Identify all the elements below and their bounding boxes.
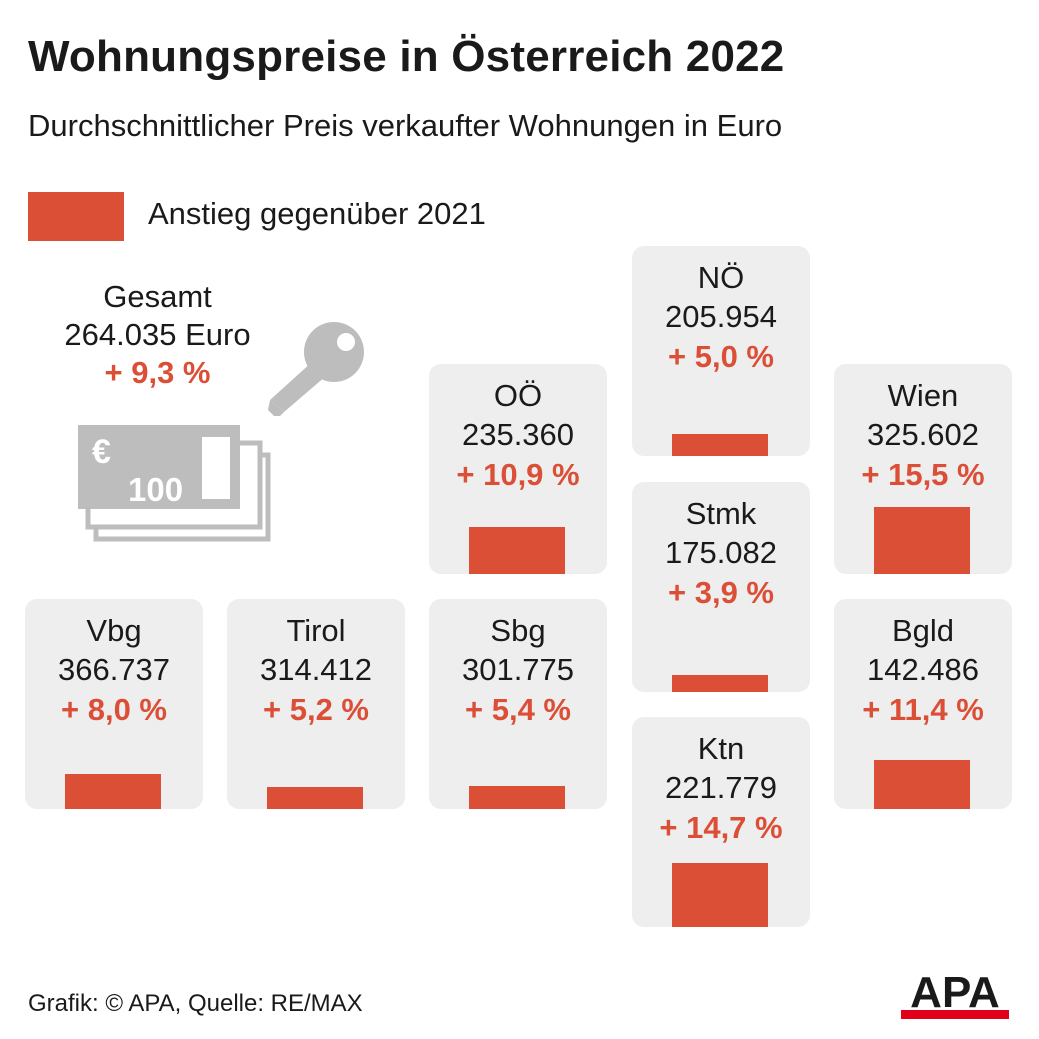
region-change-label: + 11,4 % bbox=[862, 692, 984, 727]
region-price: 314.412 bbox=[259, 652, 373, 687]
total-name: Gesamt bbox=[103, 279, 212, 314]
region-name: Ktn bbox=[697, 731, 745, 766]
region-name: OÖ bbox=[493, 378, 543, 413]
region-name: Vbg bbox=[86, 613, 142, 648]
legend-label: Anstieg gegenüber 2021 bbox=[148, 196, 486, 231]
region-tile-stmk: Stmk 175.082 + 3,9 % bbox=[632, 482, 810, 692]
region-price: 325.602 bbox=[866, 417, 980, 452]
region-tile-vbg: Vbg 366.737 + 8,0 % bbox=[25, 599, 203, 809]
total-value: 264.035 Euro bbox=[64, 317, 251, 352]
region-name: Wien bbox=[887, 378, 959, 413]
chart-title: Wohnungspreise in Österreich 2022 bbox=[28, 32, 785, 81]
region-change-label: + 5,4 % bbox=[465, 692, 571, 727]
region-name: Tirol bbox=[286, 613, 346, 648]
region-tile-bgld: Bgld 142.486 + 11,4 % bbox=[834, 599, 1012, 809]
region-change-bar bbox=[874, 760, 970, 809]
region-name: Sbg bbox=[490, 613, 546, 648]
region-change-label: + 3,9 % bbox=[668, 575, 774, 610]
region-change-bar bbox=[672, 434, 768, 456]
region-price: 235.360 bbox=[461, 417, 575, 452]
apa-logo: APA bbox=[901, 969, 1009, 1019]
total-change: + 9,3 % bbox=[104, 355, 211, 390]
legend-swatch bbox=[28, 192, 124, 241]
region-change-bar bbox=[267, 787, 363, 809]
region-change-label: + 15,5 % bbox=[861, 457, 985, 492]
chart-subtitle: Durchschnittlicher Preis verkaufter Wohn… bbox=[28, 108, 783, 143]
region-change-bar bbox=[874, 507, 970, 574]
banknote-euro-symbol: € bbox=[92, 433, 111, 471]
region-change-bar bbox=[672, 863, 768, 927]
banknote-icon: € 100 bbox=[78, 425, 271, 542]
region-name: NÖ bbox=[697, 260, 745, 295]
region-price: 366.737 bbox=[57, 652, 171, 687]
total-summary: Gesamt 264.035 Euro + 9,3 % bbox=[30, 278, 285, 392]
region-price: 301.775 bbox=[461, 652, 575, 687]
region-price: 142.486 bbox=[866, 652, 980, 687]
region-change-bar bbox=[469, 527, 565, 574]
region-name: Bgld bbox=[891, 613, 955, 648]
region-change-bar bbox=[672, 675, 768, 692]
region-tile-wien: Wien 325.602 + 15,5 % bbox=[834, 364, 1012, 574]
region-price: 175.082 bbox=[664, 535, 778, 570]
region-price: 205.954 bbox=[664, 299, 778, 334]
region-change-label: + 8,0 % bbox=[61, 692, 167, 727]
region-tile-ktn: Ktn 221.779 + 14,7 % bbox=[632, 717, 810, 927]
region-tile-sbg: Sbg 301.775 + 5,4 % bbox=[429, 599, 607, 809]
region-change-bar bbox=[469, 786, 565, 809]
region-change-label: + 14,7 % bbox=[659, 810, 783, 845]
region-change-bar bbox=[65, 774, 161, 809]
region-name: Stmk bbox=[685, 496, 757, 531]
region-change-label: + 5,2 % bbox=[263, 692, 369, 727]
apa-logo-text: APA bbox=[910, 969, 1000, 1017]
region-tile-tirol: Tirol 314.412 + 5,2 % bbox=[227, 599, 405, 809]
region-change-label: + 5,0 % bbox=[668, 339, 774, 374]
source-note: Grafik: © APA, Quelle: RE/MAX bbox=[28, 990, 363, 1017]
region-tile-n: NÖ 205.954 + 5,0 % bbox=[632, 246, 810, 456]
region-change-label: + 10,9 % bbox=[456, 457, 580, 492]
banknote-amount: 100 bbox=[128, 471, 183, 508]
region-price: 221.779 bbox=[664, 770, 778, 805]
key-icon bbox=[268, 322, 364, 416]
region-tile-o: OÖ 235.360 + 10,9 % bbox=[429, 364, 607, 574]
